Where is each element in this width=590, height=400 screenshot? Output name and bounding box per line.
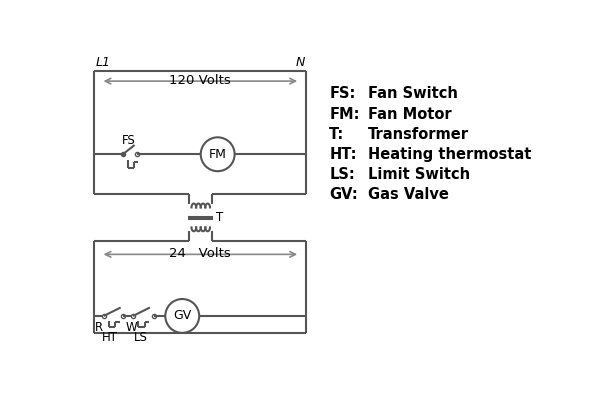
Text: FS:: FS: [329,86,356,102]
Text: Transformer: Transformer [368,126,469,142]
Text: L1: L1 [96,56,111,69]
Text: 120 Volts: 120 Volts [169,74,231,87]
Text: Fan Motor: Fan Motor [368,106,451,122]
Text: FM: FM [209,148,227,161]
Text: HT: HT [102,331,118,344]
Text: T: T [216,211,224,224]
Text: Fan Switch: Fan Switch [368,86,458,102]
Text: Limit Switch: Limit Switch [368,166,470,182]
Text: T:: T: [329,126,345,142]
Text: W: W [125,321,137,334]
Text: N: N [296,56,304,69]
Text: GV: GV [173,310,191,322]
Text: R: R [95,321,103,334]
Text: Heating thermostat: Heating thermostat [368,146,531,162]
Text: LS:: LS: [329,166,355,182]
Text: 24   Volts: 24 Volts [169,247,231,260]
Text: HT:: HT: [329,146,357,162]
Text: LS: LS [134,331,148,344]
Text: FM:: FM: [329,106,360,122]
Text: FS: FS [122,134,135,147]
Text: Gas Valve: Gas Valve [368,186,449,202]
Text: GV:: GV: [329,186,358,202]
